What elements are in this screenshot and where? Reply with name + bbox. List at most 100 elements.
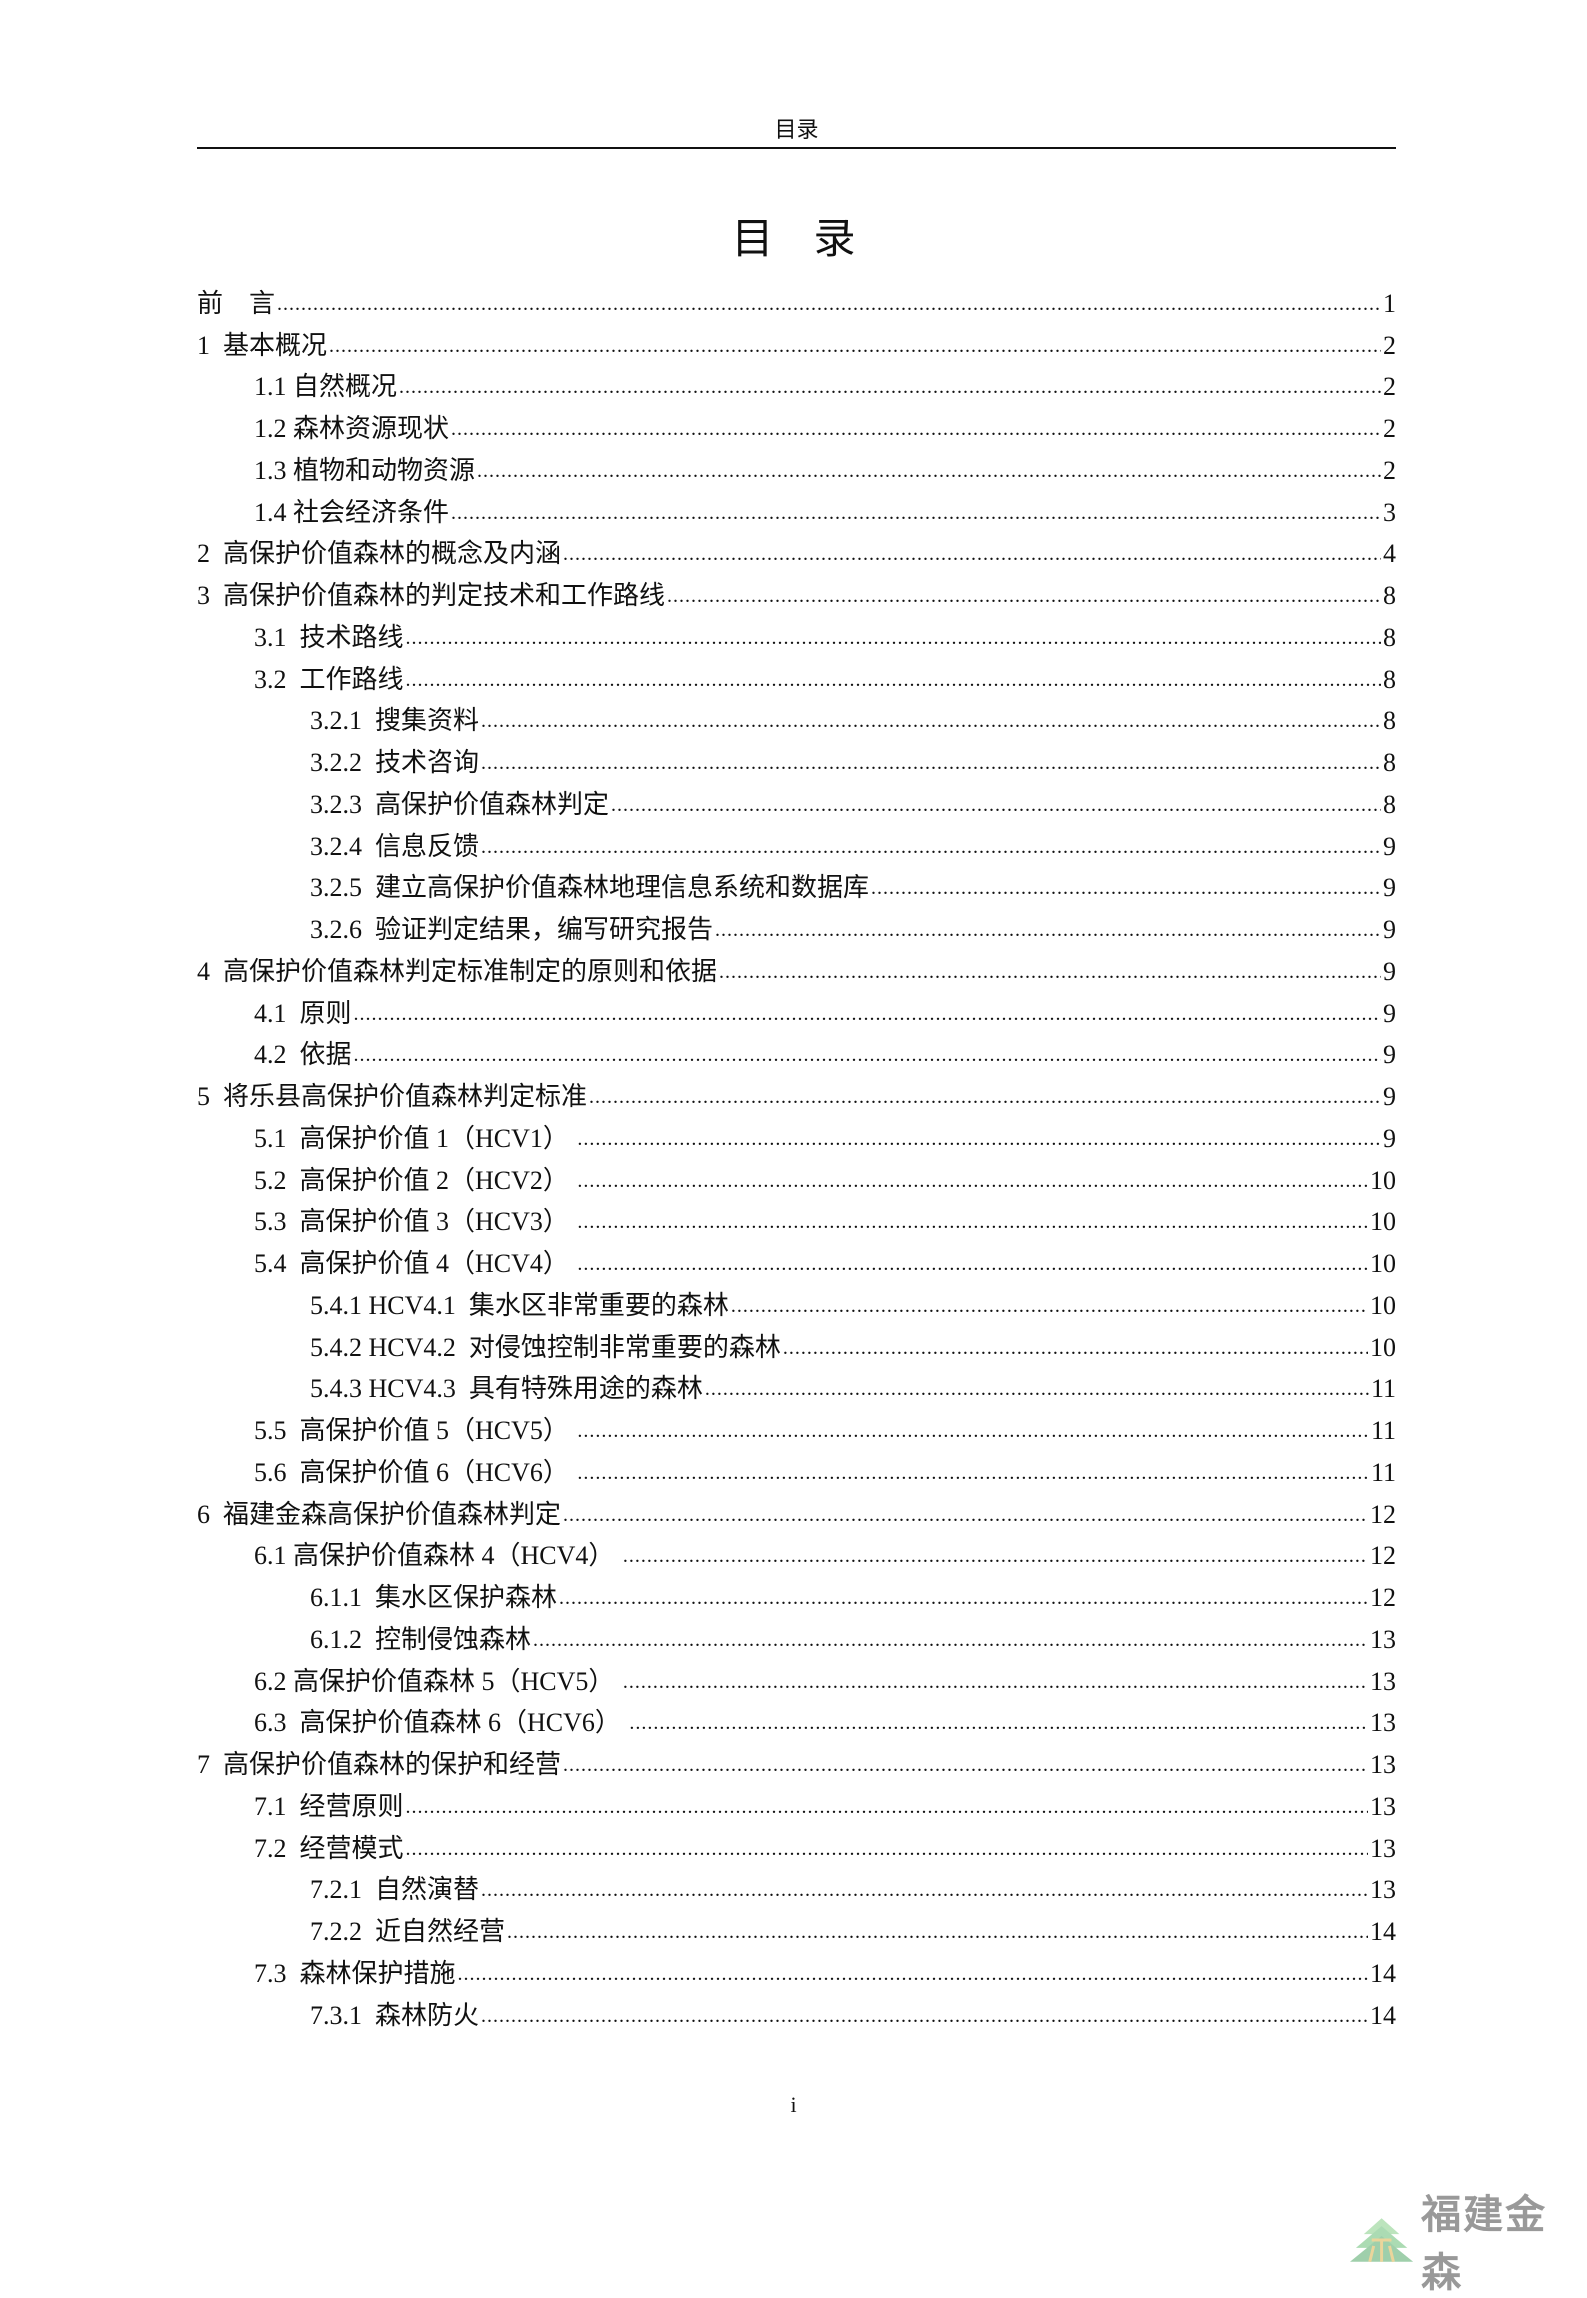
toc-entry[interactable]: 5.4.1 HCV4.1 集水区非常重要的森林 10 xyxy=(197,1279,1396,1321)
toc-entry[interactable]: 7.2.2 近自然经营 14 xyxy=(197,1905,1396,1947)
dot-leader xyxy=(458,1959,1368,1989)
toc-entry[interactable]: 5.3 高保护价值 3（HCV3） 10 xyxy=(197,1196,1396,1238)
toc-entry-label: 6.3 高保护价值森林 6（HCV6） xyxy=(254,1708,628,1738)
toc-entry-label: 3.2 工作路线 xyxy=(254,664,404,694)
toc-entry[interactable]: 6.1.1 集水区保护森林 12 xyxy=(197,1571,1396,1613)
dot-leader xyxy=(705,1374,1369,1404)
toc-entry-page: 2 xyxy=(1383,372,1396,402)
toc-entry-label: 3.2.1 搜集资料 xyxy=(310,706,480,736)
dot-leader xyxy=(481,832,1381,862)
dot-leader xyxy=(507,1917,1368,1947)
toc-entry[interactable]: 6.1 高保护价值森林 4（HCV4） 12 xyxy=(197,1530,1396,1572)
toc-entry[interactable]: 1.4 社会经济条件 3 xyxy=(197,486,1396,528)
toc-entry-label: 7.3.1 森林防火 xyxy=(310,2000,480,2030)
toc-entry-page: 13 xyxy=(1370,1666,1396,1696)
toc-entry[interactable]: 5.6 高保护价值 6（HCV6） 11 xyxy=(197,1446,1396,1488)
toc-entry-label: 1.1 自然概况 xyxy=(254,372,398,402)
toc-entry[interactable]: 5.2 高保护价值 2（HCV2） 10 xyxy=(197,1154,1396,1196)
toc-entry-page: 13 xyxy=(1370,1875,1396,1905)
toc-entry[interactable]: 1.2 森林资源现状 2 xyxy=(197,402,1396,444)
toc-entry[interactable]: 1.1 自然概况 2 xyxy=(197,361,1396,403)
dot-leader xyxy=(533,1625,1368,1655)
toc-entry[interactable]: 3 高保护价值森林的判定技术和工作路线 8 xyxy=(197,569,1396,611)
toc-entry[interactable]: 1 基本概况 2 xyxy=(197,319,1396,361)
toc-entry-page: 10 xyxy=(1370,1207,1396,1237)
toc-entry-label: 5.5 高保护价值 5（HCV5） xyxy=(254,1416,576,1445)
toc-entry-label: 4 高保护价值森林判定标准制定的原则和依据 xyxy=(197,956,718,986)
dot-leader xyxy=(481,706,1381,736)
toc-entry-page: 11 xyxy=(1370,1457,1396,1487)
toc-entry[interactable]: 3.2.1 搜集资料 8 xyxy=(197,695,1396,737)
dot-leader xyxy=(623,1541,1368,1571)
toc-entry-page: 11 xyxy=(1370,1374,1396,1404)
header-divider xyxy=(197,147,1396,149)
toc-entry[interactable]: 6.3 高保护价值森林 6（HCV6） 13 xyxy=(197,1697,1396,1739)
dot-leader xyxy=(783,1333,1368,1363)
toc-entry[interactable]: 6.2 高保护价值森林 5（HCV5） 13 xyxy=(197,1655,1396,1697)
toc-entry[interactable]: 4 高保护价值森林判定标准制定的原则和依据 9 xyxy=(197,945,1396,987)
toc-entry-label: 3.2.3 高保护价值森林判定 xyxy=(310,789,610,819)
toc-entry[interactable]: 3.2.3 高保护价值森林判定 8 xyxy=(197,778,1396,820)
dot-leader xyxy=(399,372,1381,402)
toc-entry[interactable]: 3.2.6 验证判定结果，编写研究报告 9 xyxy=(197,903,1396,945)
toc-entry-page: 1 xyxy=(1383,288,1396,318)
toc-entry[interactable]: 5.4.3 HCV4.3 具有特殊用途的森林 11 xyxy=(197,1363,1396,1405)
toc-entry[interactable]: 前 言 1 xyxy=(197,277,1396,319)
toc-entry-label: 4.2 依据 xyxy=(254,1040,352,1070)
dot-leader xyxy=(477,456,1381,486)
toc-entry-label: 5.4.3 HCV4.3 具有特殊用途的森林 xyxy=(310,1374,703,1404)
toc-entry[interactable]: 4.2 依据 9 xyxy=(197,1029,1396,1071)
toc-entry[interactable]: 5.1 高保护价值 1（HCV1） 9 xyxy=(197,1112,1396,1154)
toc-entry[interactable]: 7.2 经营模式 13 xyxy=(197,1822,1396,1864)
toc-entry-page: 8 xyxy=(1383,664,1396,694)
toc-entry[interactable]: 5 将乐县高保护价值森林判定标准 9 xyxy=(197,1070,1396,1112)
toc-entry-label: 5.1 高保护价值 1（HCV1） xyxy=(254,1123,576,1153)
toc-entry[interactable]: 7.3.1 森林防火 14 xyxy=(197,1989,1396,2031)
toc-entry-label: 4.1 原则 xyxy=(254,998,352,1028)
toc-entry-page: 2 xyxy=(1383,455,1396,485)
dot-leader xyxy=(481,2001,1368,2031)
toc-entry[interactable]: 7 高保护价值森林的保护和经营 13 xyxy=(197,1738,1396,1780)
toc-entry-label: 6.2 高保护价值森林 5（HCV5） xyxy=(254,1666,621,1696)
toc-entry[interactable]: 3.2.2 技术咨询 8 xyxy=(197,736,1396,778)
dot-leader xyxy=(715,915,1381,945)
toc-entry[interactable]: 6.1.2 控制侵蚀森林 13 xyxy=(197,1613,1396,1655)
toc-entry-page: 3 xyxy=(1383,497,1396,527)
toc-entry-page: 9 xyxy=(1383,956,1396,986)
toc-entry-page: 14 xyxy=(1370,2000,1396,2030)
toc-entry-label: 5.6 高保护价值 6（HCV6） xyxy=(254,1457,576,1487)
dot-leader xyxy=(406,623,1381,653)
toc-entry[interactable]: 1.3 植物和动物资源 2 xyxy=(197,444,1396,486)
toc-entry[interactable]: 4.1 原则 9 xyxy=(197,987,1396,1029)
toc-entry-label: 6.1.2 控制侵蚀森林 xyxy=(310,1624,532,1654)
dot-leader xyxy=(406,1792,1368,1822)
toc-entry-page: 10 xyxy=(1370,1165,1396,1195)
toc-entry-page: 8 xyxy=(1383,748,1396,777)
toc-entry[interactable]: 3.2 工作路线 8 xyxy=(197,653,1396,695)
toc-entry[interactable]: 3.2.5 建立高保护价值森林地理信息系统和数据库 9 xyxy=(197,862,1396,904)
toc-entry[interactable]: 3.2.4 信息反馈 9 xyxy=(197,820,1396,862)
toc-entry[interactable]: 7.2.1 自然演替 13 xyxy=(197,1864,1396,1906)
toc-entry-label: 1 基本概况 xyxy=(197,330,328,360)
toc-entry[interactable]: 3.1 技术路线 8 xyxy=(197,611,1396,653)
toc-entry[interactable]: 6 福建金森高保护价值森林判定 12 xyxy=(197,1488,1396,1530)
toc-entry-page: 4 xyxy=(1383,539,1396,569)
toc-entry[interactable]: 5.5 高保护价值 5（HCV5） 11 xyxy=(197,1404,1396,1446)
toc-entry-label: 7 高保护价值森林的保护和经营 xyxy=(197,1750,562,1779)
toc-entry-page: 2 xyxy=(1383,414,1396,443)
toc-entry-page: 9 xyxy=(1383,1123,1396,1153)
dot-leader xyxy=(354,999,1381,1029)
toc-entry-label: 3.1 技术路线 xyxy=(254,622,404,652)
toc-entry-page: 9 xyxy=(1383,915,1396,944)
toc-entry[interactable]: 7.1 经营原则 13 xyxy=(197,1780,1396,1822)
toc-entry-label: 7.1 经营原则 xyxy=(254,1791,404,1821)
toc-entry[interactable]: 7.3 森林保护措施 14 xyxy=(197,1947,1396,1989)
dot-leader xyxy=(731,1291,1368,1321)
toc-entry-label: 2 高保护价值森林的概念及内涵 xyxy=(197,539,562,569)
dot-leader xyxy=(589,1082,1381,1112)
toc-entry[interactable]: 5.4 高保护价值 4（HCV4） 10 xyxy=(197,1237,1396,1279)
toc-entry[interactable]: 2 高保护价值森林的概念及内涵 4 xyxy=(197,528,1396,570)
toc-entry-page: 12 xyxy=(1370,1583,1396,1612)
toc-entry[interactable]: 5.4.2 HCV4.2 对侵蚀控制非常重要的森林 10 xyxy=(197,1321,1396,1363)
toc-entry-label: 5.4.1 HCV4.1 集水区非常重要的森林 xyxy=(310,1290,729,1320)
